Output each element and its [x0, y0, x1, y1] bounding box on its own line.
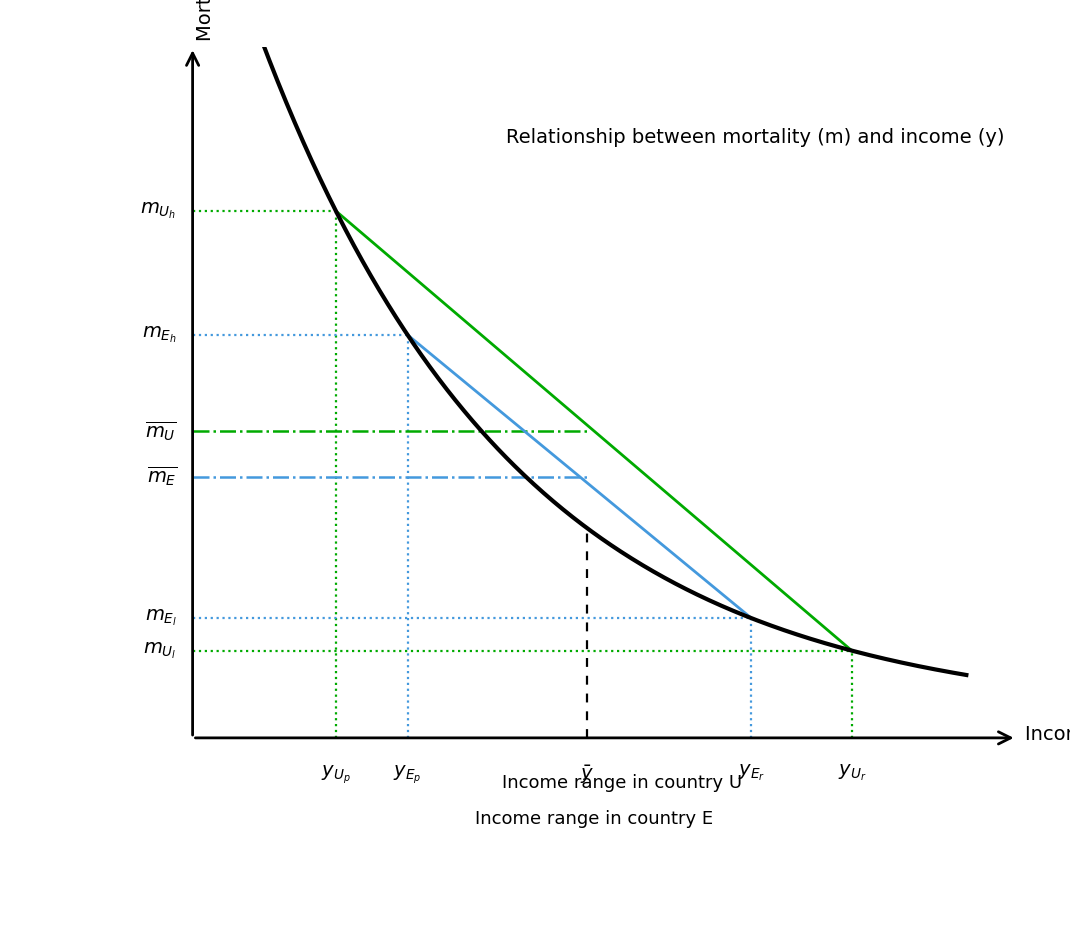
Text: Relationship between mortality (m) and income (y): Relationship between mortality (m) and i… — [506, 128, 1004, 147]
Text: Mortality risk (m): Mortality risk (m) — [196, 0, 215, 41]
Text: $\bar{y}$: $\bar{y}$ — [580, 762, 594, 786]
Text: $\overline{m_U}$: $\overline{m_U}$ — [146, 419, 177, 443]
Text: $m_{U_l}$: $m_{U_l}$ — [143, 640, 177, 661]
Text: $\overline{m_E}$: $\overline{m_E}$ — [147, 464, 177, 488]
Text: $y_{U_r}$: $y_{U_r}$ — [838, 762, 866, 783]
Text: $m_{U_h}$: $m_{U_h}$ — [140, 201, 177, 221]
Text: $m_{E_l}$: $m_{E_l}$ — [144, 608, 177, 628]
Text: Income range in country E: Income range in country E — [475, 810, 713, 828]
Text: Income (y): Income (y) — [1025, 725, 1070, 745]
Text: $y_{U_p}$: $y_{U_p}$ — [321, 762, 351, 785]
Text: $m_{E_h}$: $m_{E_h}$ — [142, 324, 177, 345]
Text: $y_{E_p}$: $y_{E_p}$ — [394, 762, 422, 785]
Text: Income range in country U: Income range in country U — [503, 774, 743, 792]
Text: $y_{E_r}$: $y_{E_r}$ — [738, 762, 765, 783]
